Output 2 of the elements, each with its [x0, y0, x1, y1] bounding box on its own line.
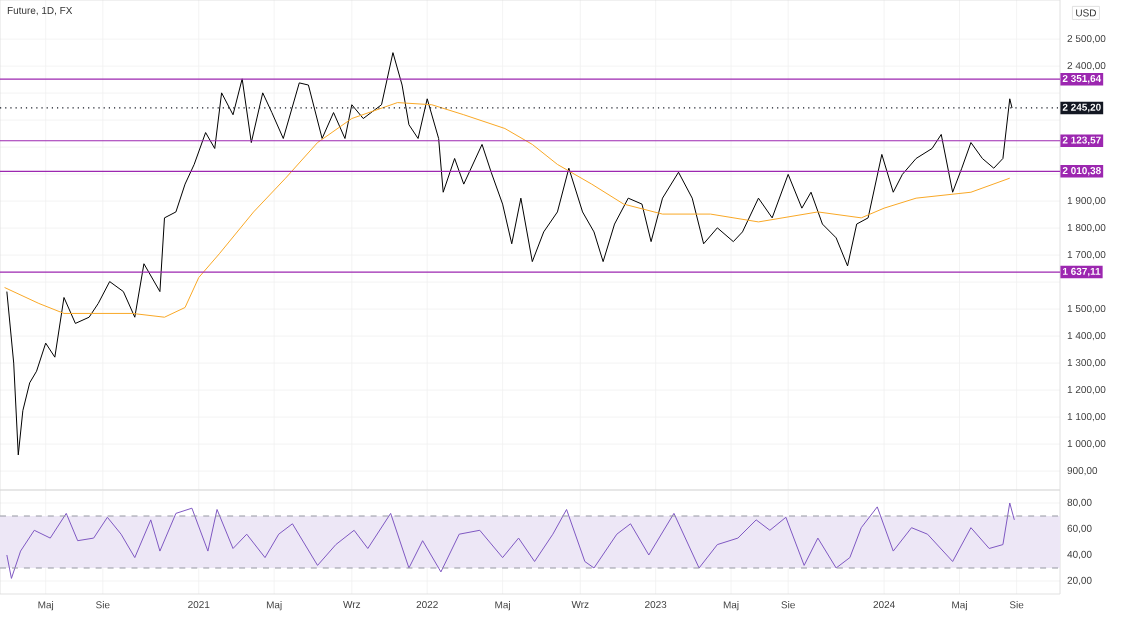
- line-series: [6, 52, 1013, 456]
- line-series: [6, 502, 1015, 579]
